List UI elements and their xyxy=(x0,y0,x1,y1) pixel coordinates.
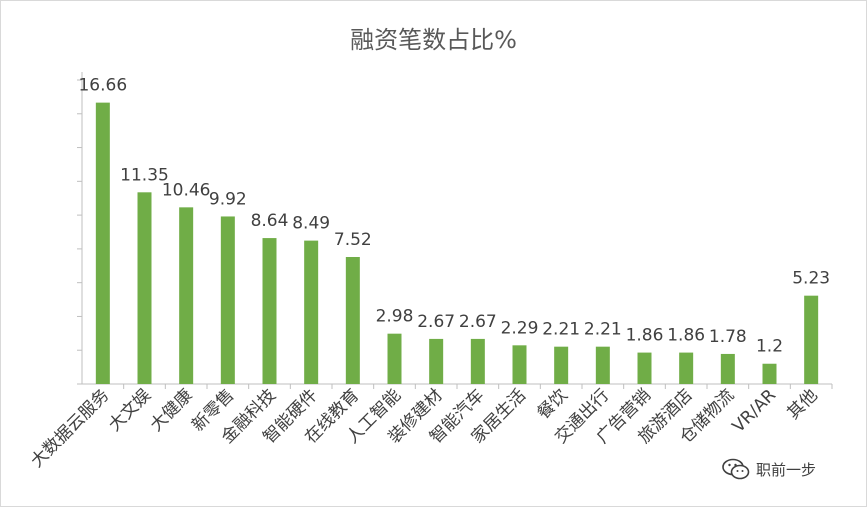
data-label: 1.78 xyxy=(709,327,747,347)
bar xyxy=(429,338,444,384)
data-label: 1.86 xyxy=(626,326,664,346)
category-label: 大文娱 xyxy=(105,385,155,435)
bar xyxy=(804,295,819,384)
data-label: 8.64 xyxy=(251,211,289,231)
watermark: 职前一步 xyxy=(722,458,816,480)
bar xyxy=(220,216,235,384)
bar xyxy=(95,102,110,385)
watermark-text: 职前一步 xyxy=(756,460,817,479)
data-label: 1.2 xyxy=(756,337,783,357)
data-label: 1.86 xyxy=(667,326,705,346)
bar xyxy=(262,238,277,384)
bar xyxy=(762,363,777,384)
bar xyxy=(679,352,694,384)
data-label: 2.21 xyxy=(542,320,580,340)
bar xyxy=(720,353,735,384)
category-label: VR/AR xyxy=(729,385,780,436)
data-label: 2.67 xyxy=(459,312,497,332)
bar xyxy=(304,240,319,384)
data-label: 11.35 xyxy=(120,165,169,185)
chart-title: 融资笔数占比% xyxy=(350,26,517,54)
data-label: 8.49 xyxy=(292,214,330,234)
category-label: 大健康 xyxy=(146,385,196,435)
bar xyxy=(137,192,152,384)
data-label: 7.52 xyxy=(334,230,372,250)
bar xyxy=(512,345,527,384)
wechat-icon xyxy=(722,458,750,480)
bar xyxy=(387,333,402,384)
bar xyxy=(345,256,360,384)
bar xyxy=(637,352,652,384)
category-label: 其他 xyxy=(784,385,822,423)
data-label: 2.67 xyxy=(417,312,455,332)
data-label: 9.92 xyxy=(209,189,247,209)
data-label: 5.23 xyxy=(792,269,830,289)
data-label: 2.29 xyxy=(501,318,539,338)
category-label: 大数据云服务 xyxy=(27,385,113,471)
bar xyxy=(554,346,569,384)
data-label: 2.21 xyxy=(584,320,622,340)
bar xyxy=(179,207,194,384)
data-label: 10.46 xyxy=(162,180,211,200)
data-label: 2.98 xyxy=(376,307,414,327)
bar xyxy=(595,346,610,384)
bar xyxy=(470,338,485,384)
data-label: 16.66 xyxy=(78,76,127,96)
